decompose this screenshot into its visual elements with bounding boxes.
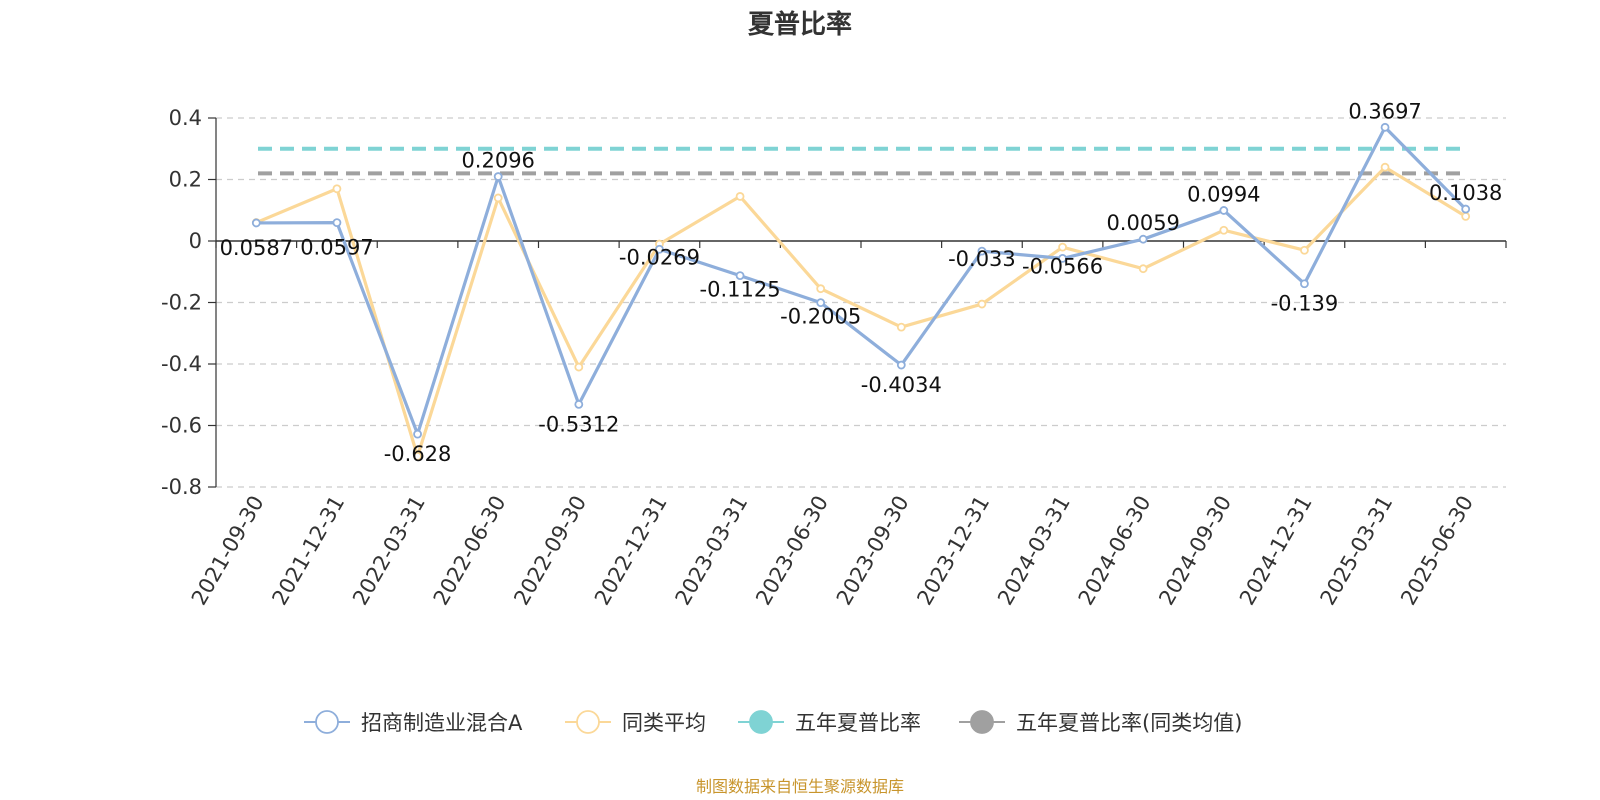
x-tick-label: 2022-12-31 (590, 492, 672, 610)
data-label: -0.0269 (619, 245, 700, 269)
data-point[interactable] (493, 193, 503, 203)
legend-marker (576, 710, 600, 734)
legend-item[interactable]: 招商制造业混合A (304, 710, 523, 735)
data-point[interactable] (332, 218, 342, 228)
data-point[interactable] (1138, 234, 1148, 244)
chart-title: 夏普比率 (748, 9, 852, 40)
source-note: 制图数据来自恒生聚源数据库 (696, 777, 904, 796)
y-tick-label: -0.6 (161, 414, 202, 438)
data-label: -0.139 (1271, 292, 1339, 316)
legend-marker (749, 710, 773, 734)
data-point[interactable] (1461, 211, 1471, 221)
data-point[interactable] (574, 399, 584, 409)
data-point[interactable] (816, 284, 826, 294)
series-lines (251, 122, 1471, 461)
data-label: -0.5312 (538, 412, 619, 436)
data-point[interactable] (735, 192, 745, 201)
data-point[interactable] (332, 184, 342, 194)
legend-marker (315, 710, 339, 734)
y-tick-label: -0.8 (161, 475, 202, 499)
data-point[interactable] (896, 360, 906, 370)
data-label: -0.2005 (780, 305, 861, 329)
data-label: -0.628 (384, 442, 452, 466)
x-tick-label: 2025-03-31 (1316, 492, 1398, 610)
x-tick-label: 2024-12-31 (1235, 492, 1317, 610)
y-tick-label: -0.4 (161, 352, 202, 376)
data-point[interactable] (574, 362, 584, 372)
legend-label: 五年夏普比率(同类均值) (1016, 711, 1242, 735)
axes: 0.4 0.2 0 -0.2 -0.4 -0.6 -0.82021-09-302021-12… (161, 106, 1507, 610)
x-tick-label: 2024-03-31 (993, 492, 1075, 610)
legend-label: 五年夏普比率 (795, 711, 921, 735)
data-label: -0.033 (948, 247, 1016, 271)
data-point[interactable] (735, 271, 745, 280)
y-tick-label: -0.2 (161, 291, 202, 315)
data-label: 0.0587 (220, 236, 293, 260)
x-tick-label: 2024-06-30 (1074, 492, 1156, 610)
data-label: -0.4034 (861, 373, 942, 397)
data-label: -0.0566 (1022, 254, 1103, 278)
data-point[interactable] (413, 451, 422, 461)
grid-lines (216, 117, 1506, 488)
x-tick-label: 2023-06-30 (751, 492, 833, 610)
data-point[interactable] (977, 299, 987, 309)
data-point[interactable] (1300, 279, 1309, 289)
x-tick-label: 2023-09-30 (832, 492, 914, 610)
data-point[interactable] (655, 244, 664, 254)
data-point[interactable] (1380, 122, 1390, 132)
y-tick-label: 0 (189, 229, 202, 253)
legend-item[interactable]: 五年夏普比率 (738, 710, 921, 735)
data-point[interactable] (1138, 264, 1148, 274)
x-tick-label: 2022-06-30 (429, 492, 511, 610)
data-point[interactable] (493, 172, 503, 181)
data-point[interactable] (1300, 245, 1309, 255)
x-tick-label: 2025-06-30 (1396, 492, 1478, 610)
data-point[interactable] (1380, 162, 1390, 172)
legend-item[interactable]: 同类平均 (565, 710, 706, 735)
data-label: 0.0059 (1106, 211, 1179, 235)
data-label: 0.1038 (1429, 181, 1502, 205)
x-tick-label: 2021-12-31 (267, 492, 349, 610)
legend-label: 招商制造业混合A (361, 711, 523, 735)
legend-label: 同类平均 (622, 711, 706, 735)
data-point[interactable] (816, 298, 826, 308)
legend-marker (970, 710, 994, 734)
series-line (256, 125, 1467, 436)
data-point[interactable] (977, 246, 987, 256)
y-tick-label: 0.4 (169, 106, 202, 130)
data-label: 0.2096 (461, 149, 534, 173)
y-tick-label: 0.2 (169, 168, 202, 192)
x-tick-label: 2022-09-30 (509, 492, 591, 610)
data-point[interactable] (413, 429, 422, 439)
data-label: 0.0994 (1187, 182, 1260, 206)
reference-lines (258, 146, 1466, 176)
data-label: -0.1125 (700, 278, 781, 302)
data-point[interactable] (1461, 204, 1471, 214)
data-point[interactable] (1058, 254, 1067, 263)
data-point[interactable] (251, 218, 261, 228)
x-tick-label: 2024-09-30 (1154, 492, 1236, 610)
data-labels: 0.0587 0.0597-0.6280.2096-0.5312-0.0269-0… (220, 99, 1503, 466)
legend[interactable]: 招商制造业混合A 同类平均 五年夏普比率 五年夏普比率(同类均值) (304, 710, 1242, 735)
x-tick-label: 2023-12-31 (912, 492, 994, 610)
x-tick-label: 2023-03-31 (671, 492, 753, 610)
data-point[interactable] (1058, 242, 1067, 252)
data-point[interactable] (1219, 206, 1229, 215)
data-point[interactable] (1219, 225, 1229, 235)
data-label: 0.0597 (300, 236, 373, 260)
data-label: 0.3697 (1348, 99, 1421, 123)
series-line (255, 165, 1467, 458)
x-tick-label: 2021-09-30 (187, 492, 269, 610)
legend-item[interactable]: 五年夏普比率(同类均值) (959, 710, 1242, 735)
x-tick-label: 2022-03-31 (348, 492, 430, 610)
data-point[interactable] (896, 322, 906, 332)
